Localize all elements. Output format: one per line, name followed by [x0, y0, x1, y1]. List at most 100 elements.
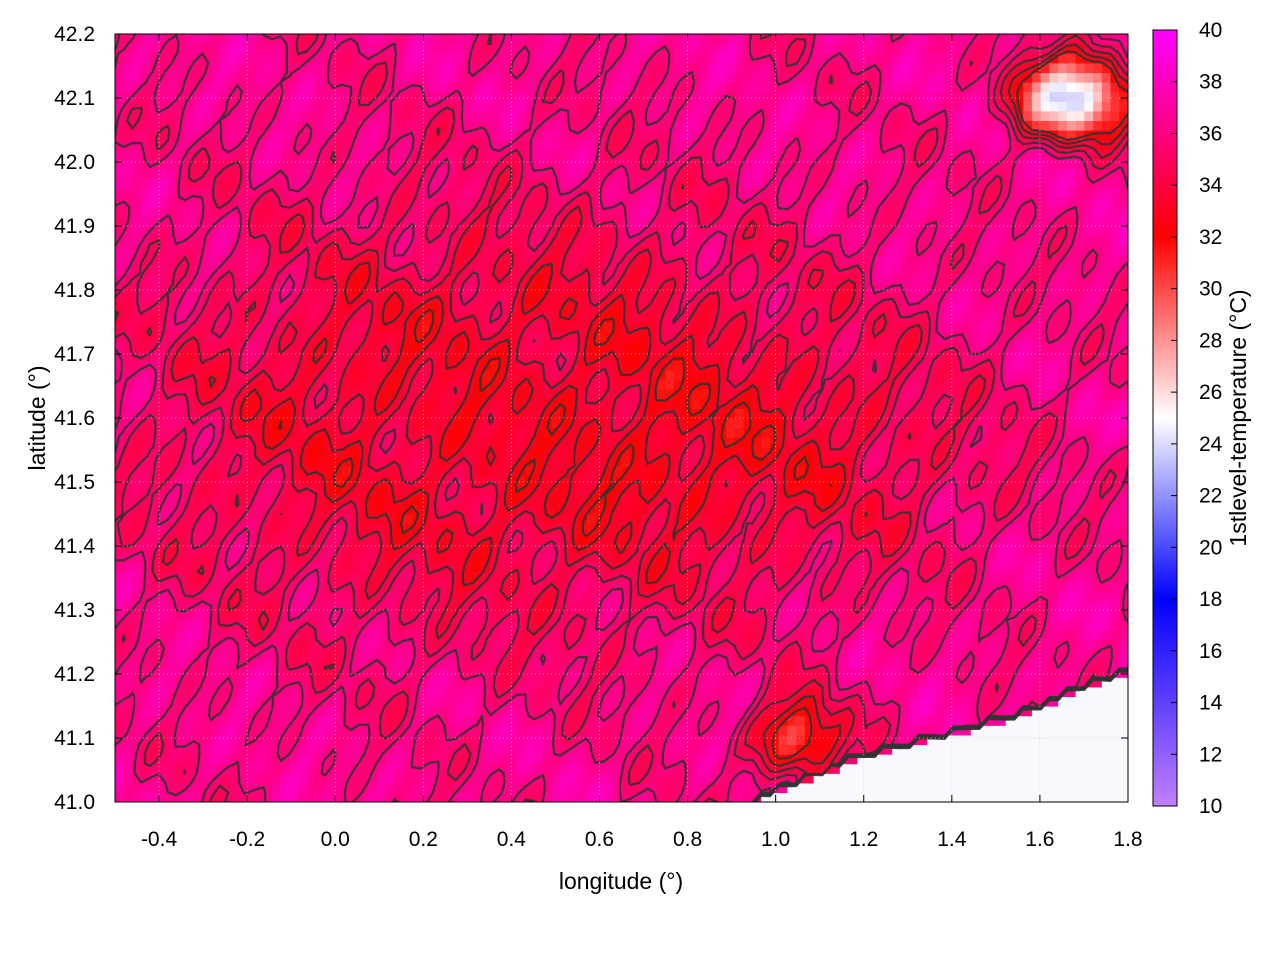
heatmap-cell [333, 734, 343, 745]
heatmap-cell [682, 763, 692, 774]
heatmap-cell [988, 542, 998, 553]
heatmap-cell [298, 514, 308, 525]
heatmap-cell [438, 552, 448, 563]
heatmap-cell [682, 734, 692, 745]
heatmap-cell [158, 638, 168, 649]
heatmap-cell [438, 763, 448, 774]
heatmap-cell [647, 552, 657, 563]
heatmap-cell [333, 571, 343, 582]
heatmap-cell [167, 446, 177, 457]
heatmap-cell [246, 754, 256, 765]
heatmap-cell [979, 571, 989, 582]
heatmap-cell [263, 782, 273, 793]
heatmap-cell [900, 763, 911, 774]
heatmap-cell [813, 581, 823, 592]
heatmap-cell [280, 792, 291, 802]
heatmap-cell [770, 638, 780, 649]
heatmap-cell [1049, 619, 1059, 630]
heatmap-cell [132, 686, 142, 697]
heatmap-cell [673, 763, 684, 774]
heatmap-cell [324, 418, 334, 429]
heatmap-cell [778, 418, 788, 429]
heatmap-cell [350, 533, 361, 544]
heatmap-cell [953, 686, 963, 697]
heatmap-cell [813, 754, 823, 765]
heatmap-cell [1110, 773, 1120, 784]
heatmap-cell [420, 773, 430, 784]
heatmap-cell [1031, 792, 1042, 802]
heatmap-cell [315, 648, 326, 659]
heatmap-cell [708, 494, 719, 505]
heatmap-cell [455, 734, 465, 745]
heatmap-cell [350, 706, 361, 717]
heatmap-cell [604, 523, 614, 534]
heatmap-cell [848, 734, 858, 745]
heatmap-cell [569, 792, 579, 802]
heatmap-cell [429, 590, 439, 601]
heatmap-cell [385, 792, 395, 802]
heatmap-cell [280, 754, 291, 765]
heatmap-cell [429, 389, 439, 400]
heatmap-cell [508, 600, 518, 611]
heatmap-cell [691, 763, 701, 774]
heatmap-cell [551, 734, 561, 745]
heatmap-cell [411, 715, 422, 726]
heatmap-cell [612, 418, 623, 429]
heatmap-cell [219, 562, 230, 573]
heatmap-cell [927, 533, 937, 544]
heatmap-cell [735, 763, 745, 774]
heatmap-cell [761, 494, 771, 505]
heatmap-cell [211, 485, 221, 496]
heatmap-cell [595, 446, 605, 457]
heatmap-cell [909, 648, 919, 659]
heatmap-cell [237, 658, 247, 669]
heatmap-cell [377, 763, 387, 774]
heatmap-cell [1119, 456, 1128, 467]
heatmap-cell [874, 552, 885, 563]
heatmap-cell [691, 715, 701, 726]
heatmap-cell [202, 696, 212, 707]
heatmap-cell [665, 514, 675, 525]
heatmap-cell [446, 648, 457, 659]
heatmap-cell [508, 658, 518, 669]
heatmap-cell [691, 571, 701, 582]
heatmap-cell [1031, 600, 1042, 611]
heatmap-cell [1040, 638, 1050, 649]
heatmap-cell [708, 523, 719, 534]
heatmap-cell [499, 533, 509, 544]
heatmap-cell [1031, 542, 1042, 553]
heatmap-cell [394, 523, 404, 534]
heatmap-cell [508, 754, 518, 765]
heatmap-cell [900, 706, 911, 717]
heatmap-cell [158, 418, 168, 429]
heatmap-cell [822, 686, 832, 697]
heatmap-cell [970, 744, 981, 755]
heatmap-cell [508, 629, 518, 640]
heatmap-cell [927, 571, 937, 582]
heatmap-cell [141, 475, 151, 486]
heatmap-cell [621, 456, 631, 467]
heatmap-cell [892, 629, 902, 640]
heatmap-cell [630, 744, 640, 755]
heatmap-cell [307, 696, 317, 707]
heatmap-cell [909, 763, 919, 774]
heatmap-cell [612, 763, 623, 774]
heatmap-cell [935, 763, 946, 774]
heatmap-cell [525, 696, 535, 707]
heatmap-cell [1101, 725, 1112, 736]
heatmap-cell [167, 418, 177, 429]
heatmap-cell [1093, 408, 1103, 419]
heatmap-cell [263, 658, 273, 669]
heatmap-cell [1075, 648, 1085, 659]
heatmap-cell [429, 754, 439, 765]
heatmap-cell [211, 782, 221, 793]
heatmap-cell [647, 629, 657, 640]
heatmap-cell [342, 542, 352, 553]
heatmap-cell [184, 466, 195, 477]
heatmap-cell [455, 773, 465, 784]
heatmap-cell [307, 523, 317, 534]
heatmap-cell [770, 696, 780, 707]
heatmap-cell [368, 782, 378, 793]
heatmap-cell [1066, 562, 1077, 573]
heatmap-cell [839, 619, 850, 630]
